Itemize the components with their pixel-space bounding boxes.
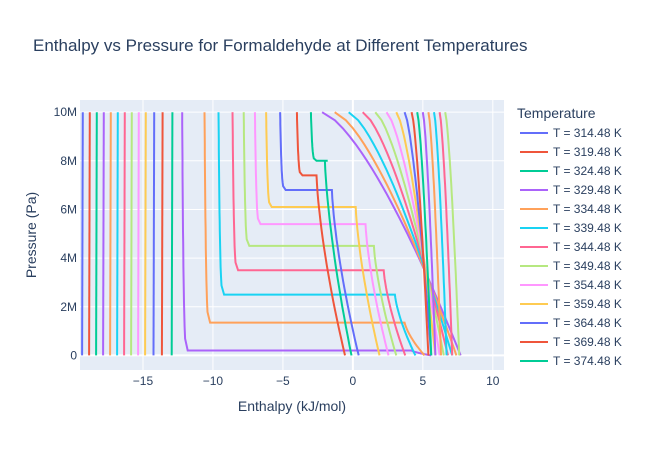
series-line: [152, 112, 156, 356]
series-line: [321, 111, 462, 356]
legend-label: T = 319.48 K: [553, 145, 622, 159]
legend-label: T = 359.48 K: [553, 297, 622, 311]
series-line: [416, 112, 433, 356]
x-tick-label: 5: [419, 374, 426, 388]
tick-labels: −15 −10 −5 0 5 10 0 2M 4M 6M 8M 10M: [54, 105, 500, 388]
legend-label: T = 324.48 K: [553, 164, 622, 178]
series-line: [361, 111, 449, 356]
y-tick-label: 8M: [60, 154, 77, 168]
legend-label: T = 364.48 K: [553, 316, 622, 330]
series-line: [170, 112, 174, 356]
x-tick-label: −5: [276, 374, 290, 388]
series-line: [95, 112, 98, 356]
series-line: [444, 112, 461, 356]
series-line: [123, 112, 126, 356]
series-line: [334, 111, 458, 356]
legend-label: T = 349.48 K: [553, 259, 622, 273]
y-tick-label: 0: [70, 348, 77, 362]
series-line: [102, 112, 105, 356]
series-line: [265, 112, 381, 356]
legend-label: T = 374.48 K: [553, 354, 622, 368]
x-tick-label: −10: [203, 374, 224, 388]
series-line: [433, 112, 448, 356]
y-tick-label: 6M: [60, 202, 77, 216]
series-line: [410, 112, 430, 356]
series-line: [253, 112, 390, 356]
y-tick-label: 10M: [54, 105, 77, 119]
y-tick-label: 2M: [60, 300, 77, 314]
series-line: [217, 112, 417, 356]
legend-label: T = 339.48 K: [553, 221, 622, 235]
series-layer: [81, 111, 462, 357]
chart-title: Enthalpy vs Pressure for Formaldehyde at…: [33, 36, 528, 55]
series-line: [374, 111, 445, 356]
x-tick-label: −15: [133, 374, 154, 388]
series-line: [130, 112, 133, 356]
series-line: [279, 112, 360, 356]
x-tick-label: 10: [486, 374, 500, 388]
series-line: [231, 112, 407, 356]
y-tick-label: 4M: [60, 251, 77, 265]
legend-label: T = 329.48 K: [553, 183, 622, 197]
series-line: [203, 112, 426, 357]
x-axis-title: Enthalpy (kJ/mol): [238, 398, 346, 414]
x-tick-label: 0: [350, 374, 357, 388]
series-line: [438, 112, 454, 356]
legend-label: T = 314.48 K: [553, 126, 622, 140]
legend-items: T = 314.48 K T = 319.48 K T = 324.48 K T = …: [520, 126, 622, 368]
series-line: [109, 112, 112, 356]
series-line: [116, 112, 119, 356]
series-line: [137, 112, 140, 356]
y-axis-title: Pressure (Pa): [23, 192, 39, 278]
series-line: [144, 112, 147, 356]
legend-title: Temperature: [517, 105, 596, 121]
series-line: [242, 112, 398, 356]
series-line: [309, 112, 353, 356]
series-line: [160, 112, 164, 356]
legend: Temperature T = 314.48 KT = 319.48 KT = …: [517, 105, 622, 368]
series-line: [81, 112, 84, 356]
series-line: [421, 112, 437, 356]
series-line: [427, 112, 442, 356]
legend-label: T = 334.48 K: [553, 202, 622, 216]
legend-label: T = 369.48 K: [553, 335, 622, 349]
legend-label: T = 354.48 K: [553, 278, 622, 292]
legend-label: T = 344.48 K: [553, 240, 622, 254]
series-line: [88, 112, 91, 356]
series-line: [295, 112, 346, 356]
